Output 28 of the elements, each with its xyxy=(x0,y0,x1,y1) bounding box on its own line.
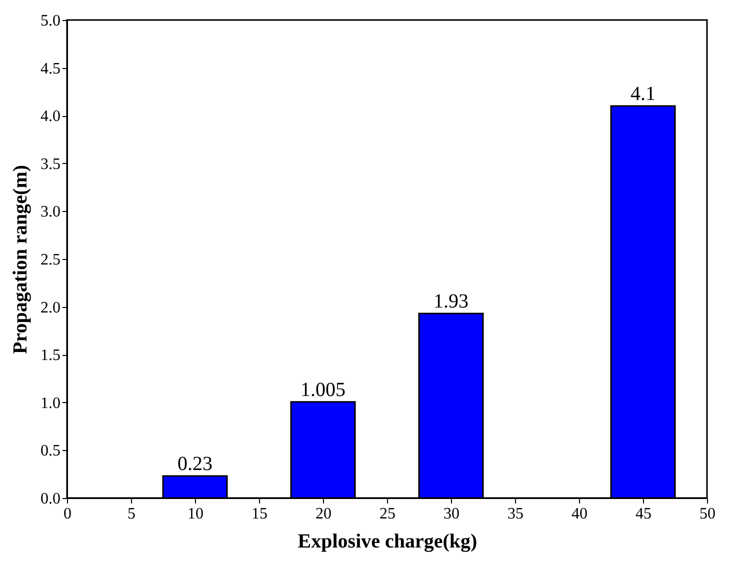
x-tick-label: 50 xyxy=(700,506,716,522)
y-tick-label: 2.0 xyxy=(40,299,60,316)
data-label: 0.23 xyxy=(178,453,212,476)
y-tick-label: 1.5 xyxy=(40,347,60,364)
x-tick-label: 5 xyxy=(128,506,136,522)
x-tick-label: 20 xyxy=(316,506,332,522)
y-tick-label: 5.0 xyxy=(40,12,60,30)
y-tick-label: 4.0 xyxy=(40,108,60,126)
y-tick-label: 1.0 xyxy=(40,394,60,412)
y-axis-title: Propagation range(m) xyxy=(10,164,32,354)
x-tick-label: 35 xyxy=(508,506,524,522)
data-label: 1.93 xyxy=(434,290,468,312)
x-tick-label: 25 xyxy=(380,506,396,522)
y-tick-label: 3.0 xyxy=(40,204,60,221)
x-tick-label: 10 xyxy=(188,506,204,522)
x-tick-label: 30 xyxy=(444,506,460,522)
x-tick-label: 45 xyxy=(636,506,652,522)
data-label: 4.1 xyxy=(630,83,656,106)
data-label: 1.005 xyxy=(300,378,346,401)
x-tick-label: 0 xyxy=(64,506,72,522)
x-tick-label: 15 xyxy=(252,506,268,522)
y-tick-label: 3.5 xyxy=(40,156,60,173)
x-tick-label: 40 xyxy=(572,506,588,522)
y-tick-label: 0.0 xyxy=(40,490,60,508)
y-tick-label: 2.5 xyxy=(40,252,60,268)
y-tick-label: 0.5 xyxy=(40,442,60,460)
y-tick-label: 4.5 xyxy=(40,60,60,78)
x-axis-title: Explosive charge(kg) xyxy=(298,530,478,552)
